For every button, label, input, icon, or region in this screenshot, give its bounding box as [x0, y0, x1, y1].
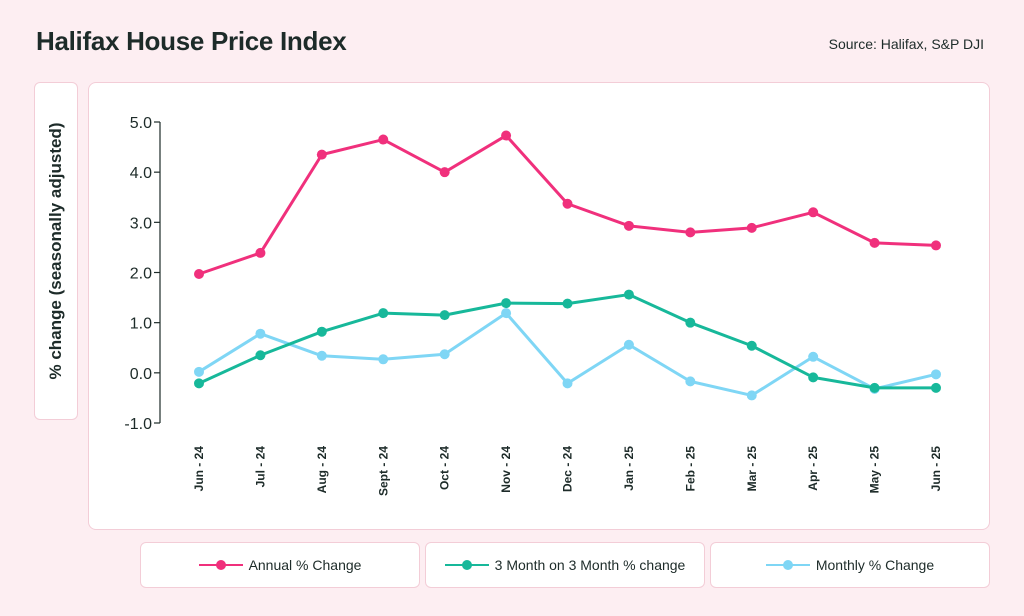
data-point-monthly: [685, 376, 696, 387]
x-tick-label: Jun - 25: [929, 446, 943, 492]
x-tick-label: Mar - 25: [745, 446, 759, 492]
data-point-annual: [808, 207, 819, 218]
x-tick-label: May - 25: [868, 446, 882, 494]
y-tick-label: 4.0: [130, 165, 152, 182]
data-point-monthly: [255, 328, 266, 339]
x-tick-label: Jun - 24: [192, 446, 206, 492]
data-point-monthly: [623, 339, 634, 350]
data-point-three-month: [255, 350, 266, 361]
data-point-monthly: [194, 366, 204, 377]
x-tick-label: Apr - 25: [806, 446, 820, 491]
data-point-three-month: [623, 289, 634, 300]
data-point-annual: [378, 134, 389, 145]
data-point-three-month: [746, 340, 757, 351]
y-tick-label: -1.0: [124, 416, 152, 433]
y-tick-label: 0.0: [130, 366, 152, 383]
x-tick-label: Aug - 24: [315, 446, 329, 494]
data-point-three-month: [562, 298, 573, 309]
data-point-three-month: [316, 326, 327, 337]
legend-item-monthly[interactable]: Monthly % Change: [710, 542, 990, 588]
data-point-annual: [439, 167, 450, 178]
y-tick-label: 2.0: [130, 266, 152, 283]
data-point-monthly: [808, 351, 819, 362]
data-point-three-month: [194, 378, 204, 389]
y-tick-label: 5.0: [130, 115, 152, 132]
y-tick-label: 3.0: [130, 215, 152, 232]
data-point-annual: [194, 269, 204, 280]
x-tick-label: Sept - 24: [376, 446, 390, 496]
data-point-annual: [685, 227, 696, 238]
data-point-monthly: [378, 354, 389, 365]
data-point-annual: [562, 198, 573, 209]
chart-title: Halifax House Price Index: [36, 26, 347, 56]
legend-item-annual[interactable]: Annual % Change: [140, 542, 420, 588]
data-point-monthly: [439, 349, 450, 360]
x-tick-label: Feb - 25: [683, 446, 697, 492]
data-point-monthly: [931, 369, 941, 380]
data-point-three-month: [808, 372, 819, 383]
x-tick-label: Nov - 24: [499, 446, 513, 493]
data-point-annual: [746, 222, 757, 233]
y-tick-label: 1.0: [130, 316, 152, 333]
line-chart: 5.0 4.0 3.0 2.0 1.0 0.0 -1.0 Jun - 24 Jul - 24 Au…: [124, 115, 943, 496]
data-point-monthly: [746, 390, 757, 401]
data-point-annual: [623, 220, 634, 231]
legend-item-three-month[interactable]: 3 Month on 3 Month % change: [425, 542, 705, 588]
data-point-three-month: [378, 308, 389, 319]
x-tick-label: Dec - 24: [561, 446, 575, 492]
data-point-monthly: [501, 308, 512, 319]
chart-panel: 5.0 4.0 3.0 2.0 1.0 0.0 -1.0 Jun - 24 Jul - 24 Au…: [88, 82, 990, 530]
legend-swatch-annual: [198, 560, 243, 570]
data-point-three-month: [931, 382, 941, 393]
x-tick-label: Jul - 24: [253, 446, 267, 488]
y-axis-label: % change (seasonally adjusted): [46, 122, 65, 380]
x-tick-label: Jan - 25: [622, 446, 636, 491]
data-point-three-month: [439, 310, 450, 321]
data-point-monthly: [316, 350, 327, 361]
data-point-annual: [501, 130, 512, 141]
data-point-annual: [255, 247, 266, 258]
legend-label-monthly: Monthly % Change: [815, 557, 935, 573]
data-point-annual: [931, 240, 941, 251]
chart-source: Source: Halifax, S&P DJI: [828, 36, 984, 52]
legend-label-annual: Annual % Change: [248, 557, 362, 573]
legend-swatch-monthly: [765, 560, 810, 570]
legend-label-three-month: 3 Month on 3 Month % change: [494, 557, 686, 573]
data-point-three-month: [501, 298, 512, 309]
y-axis-label-box: % change (seasonally adjusted): [34, 82, 78, 420]
legend-swatch-three-month: [444, 560, 489, 570]
data-point-annual: [869, 237, 880, 248]
data-point-monthly: [562, 378, 573, 389]
x-tick-label: Oct - 24: [438, 446, 452, 490]
data-point-annual: [316, 149, 327, 160]
data-point-three-month: [685, 317, 696, 328]
data-point-three-month: [869, 382, 880, 393]
